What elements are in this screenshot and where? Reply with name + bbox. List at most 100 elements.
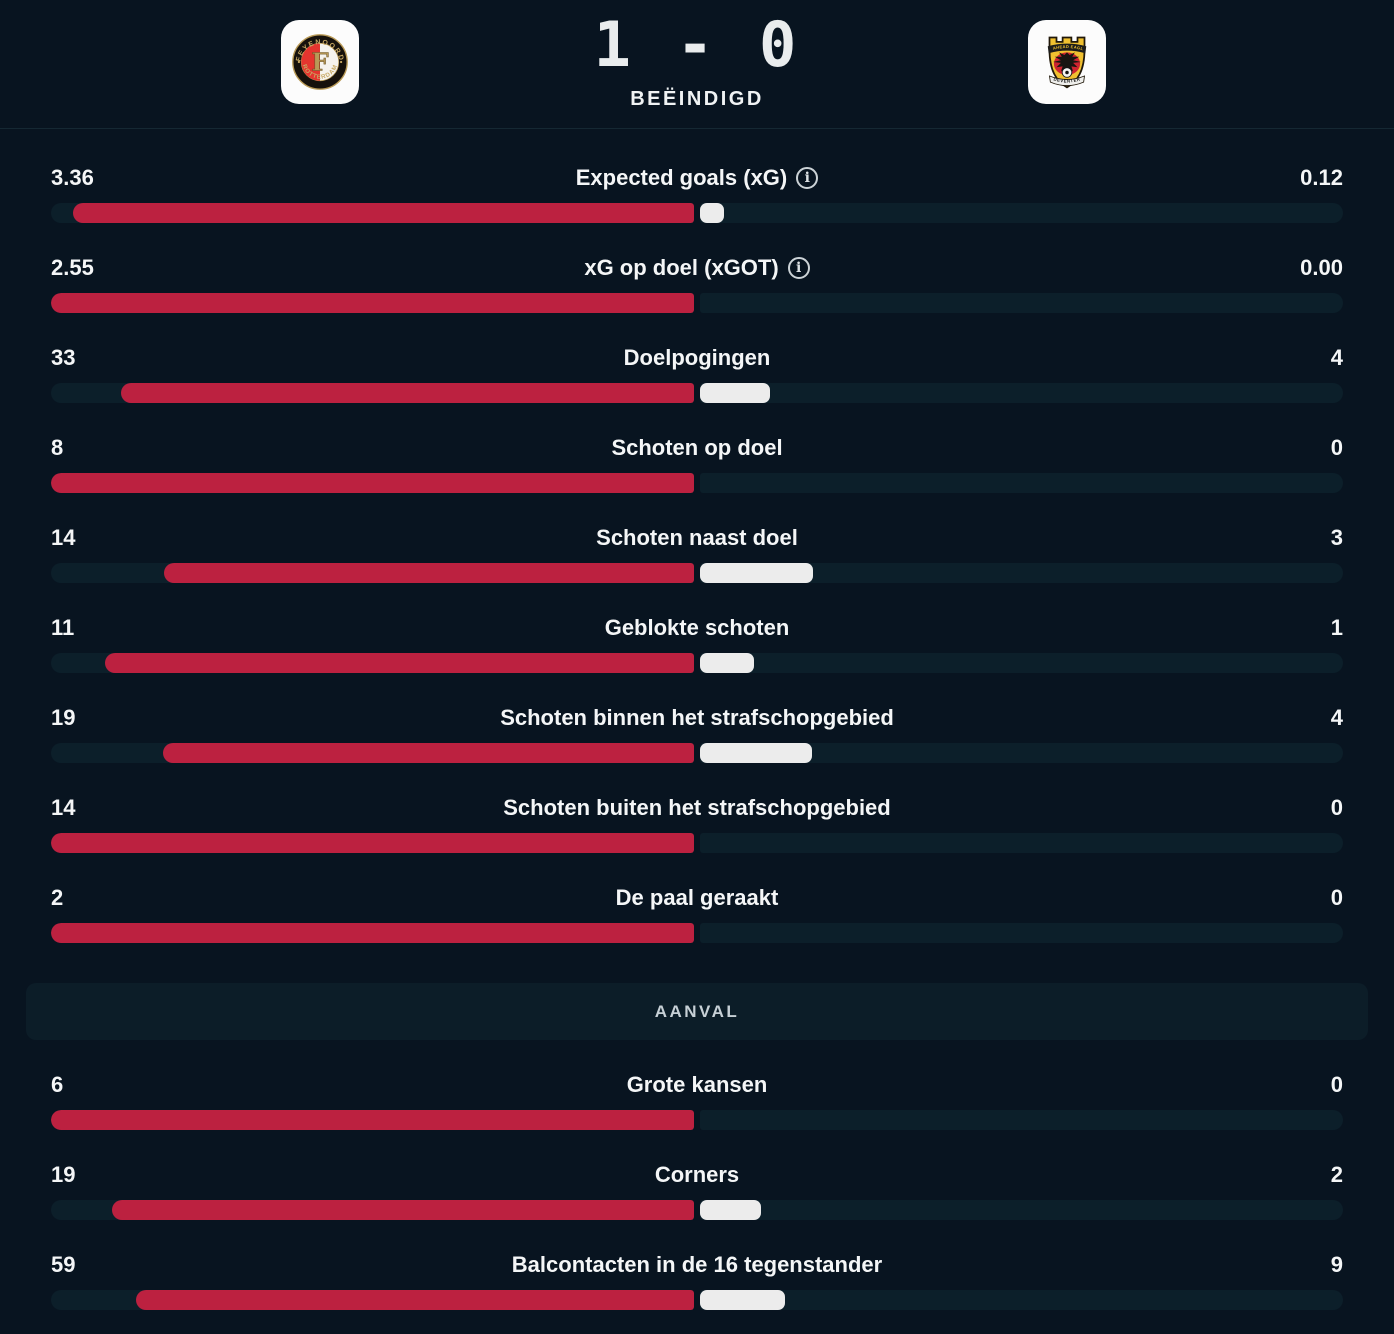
home-value: 2: [51, 885, 64, 910]
away-value: 0.00: [1300, 255, 1343, 280]
info-icon[interactable]: i: [796, 167, 819, 189]
home-value: 2.55: [51, 255, 94, 280]
home-bar-fill: [164, 563, 694, 583]
home-value: 19: [51, 705, 76, 730]
stat-label: Expected goals (xG): [575, 165, 788, 190]
home-bar-fill: [136, 1290, 694, 1310]
stat-bar: [51, 563, 1343, 583]
away-value: 2: [1330, 1162, 1343, 1187]
away-bar-track: [700, 1290, 1343, 1310]
home-bar-fill: [51, 473, 694, 493]
away-bar-track: [700, 203, 1343, 223]
stat-top: 33 Doelpogingen 4: [51, 345, 1343, 371]
away-bar-fill: [700, 653, 754, 673]
stat-row: 8 Schoten op doel 0: [51, 435, 1343, 493]
home-value: 6: [51, 1072, 64, 1097]
home-bar-fill: [120, 383, 694, 403]
away-value: 0.12: [1300, 165, 1343, 190]
stat-label: Balcontacten in de 16 tegenstander: [511, 1252, 883, 1277]
match-status: BEËINDIGD: [630, 88, 764, 110]
svg-text:DEVENTER: DEVENTER: [1053, 76, 1081, 83]
stat-label: Geblokte schoten: [604, 615, 790, 640]
home-bar-track: [51, 383, 694, 403]
home-value: 33: [51, 345, 76, 370]
stat-row: 19 Schoten binnen het strafschopgebied 4: [51, 705, 1343, 763]
stat-row: 14 Schoten buiten het strafschopgebied 0: [51, 795, 1343, 853]
stat-row: 33 Doelpogingen 4: [51, 345, 1343, 403]
away-value: 3: [1330, 525, 1343, 550]
home-team-logo[interactable]: FEYENOORD ROTTERDAM F: [281, 20, 359, 104]
stat-bar: [51, 473, 1343, 493]
stat-top: 14 Schoten naast doel 3: [51, 525, 1343, 551]
away-value: 0: [1330, 795, 1343, 820]
stat-row: 11 Geblokte schoten 1: [51, 615, 1343, 673]
score-block: 1 - 0 BEËINDIGD: [0, 0, 1394, 111]
section-header: AANVAL: [26, 983, 1368, 1040]
home-value: 19: [51, 1162, 76, 1187]
stat-bar: [51, 383, 1343, 403]
stats-list: 3.36 Expected goals (xG) i 0.12 2.55 xG …: [0, 129, 1394, 1334]
away-value: 9: [1330, 1252, 1343, 1277]
home-bar-track: [51, 563, 694, 583]
feyenoord-crest-icon: FEYENOORD ROTTERDAM F: [292, 34, 348, 90]
away-bar-fill: [700, 203, 724, 223]
stat-row: 2 De paal geraakt 0: [51, 885, 1343, 943]
stat-top: 19 Corners 2: [51, 1162, 1343, 1188]
away-value: 0: [1330, 885, 1343, 910]
home-bar-track: [51, 293, 694, 313]
away-value: 0: [1330, 1072, 1343, 1097]
stat-row: 19 Corners 2: [51, 1162, 1343, 1220]
home-bar-track: [51, 473, 694, 493]
stat-bar: [51, 293, 1343, 313]
stat-top: 2 De paal geraakt 0: [51, 885, 1343, 911]
stat-bar: [51, 923, 1343, 943]
stat-row: 3.36 Expected goals (xG) i 0.12: [51, 165, 1343, 223]
away-value: 0: [1330, 435, 1343, 460]
home-bar-fill: [112, 1200, 694, 1220]
crest-letter: F: [311, 47, 328, 76]
stat-label: Schoten binnen het strafschopgebied: [500, 705, 894, 730]
info-icon[interactable]: i: [787, 257, 810, 279]
stat-bar: [51, 203, 1343, 223]
home-bar-fill: [104, 653, 694, 673]
stat-label: Corners: [654, 1162, 740, 1187]
match-score: 1 - 0: [593, 8, 801, 81]
stat-row: 6 Grote kansen 0: [51, 1072, 1343, 1130]
stat-label: Schoten naast doel: [596, 525, 798, 550]
stat-label: Grote kansen: [626, 1072, 768, 1097]
stat-bar: [51, 653, 1343, 673]
stat-label: De paal geraakt: [615, 885, 779, 910]
stat-bar: [51, 1200, 1343, 1220]
stat-label: Doelpogingen: [623, 345, 771, 370]
home-bar-track: [51, 923, 694, 943]
away-bar-track: [700, 473, 1343, 493]
stat-row: 14 Schoten naast doel 3: [51, 525, 1343, 583]
away-bar-track: [700, 653, 1343, 673]
stat-label: xG op doel (xGOT): [584, 255, 779, 280]
stat-bar: [51, 833, 1343, 853]
home-value: 3.36: [51, 165, 94, 190]
stat-top: 59 Balcontacten in de 16 tegenstander 9: [51, 1252, 1343, 1278]
crest-bottom-text: DEVENTER: [1053, 76, 1081, 83]
away-team-logo[interactable]: GO AHEAD EAGLES DEVENTER: [1028, 20, 1106, 104]
away-bar-fill: [700, 563, 814, 583]
stat-bar: [51, 743, 1343, 763]
stat-bar: [51, 1290, 1343, 1310]
away-bar-track: [700, 743, 1343, 763]
home-bar-track: [51, 203, 694, 223]
away-bar-track: [700, 563, 1343, 583]
home-bar-track: [51, 743, 694, 763]
stat-top: 14 Schoten buiten het strafschopgebied 0: [51, 795, 1343, 821]
home-value: 14: [51, 525, 76, 550]
section-title: AANVAL: [654, 1001, 740, 1021]
stat-top: 11 Geblokte schoten 1: [51, 615, 1343, 641]
home-bar-fill: [51, 293, 694, 313]
away-bar-track: [700, 1110, 1343, 1130]
go-ahead-eagles-crest-icon: GO AHEAD EAGLES DEVENTER: [1039, 28, 1087, 89]
away-value: 4: [1330, 345, 1343, 370]
home-value: 11: [51, 615, 75, 640]
home-bar-track: [51, 833, 694, 853]
stat-row: 2.55 xG op doel (xGOT) i 0.00: [51, 255, 1343, 313]
home-bar-track: [51, 1290, 694, 1310]
